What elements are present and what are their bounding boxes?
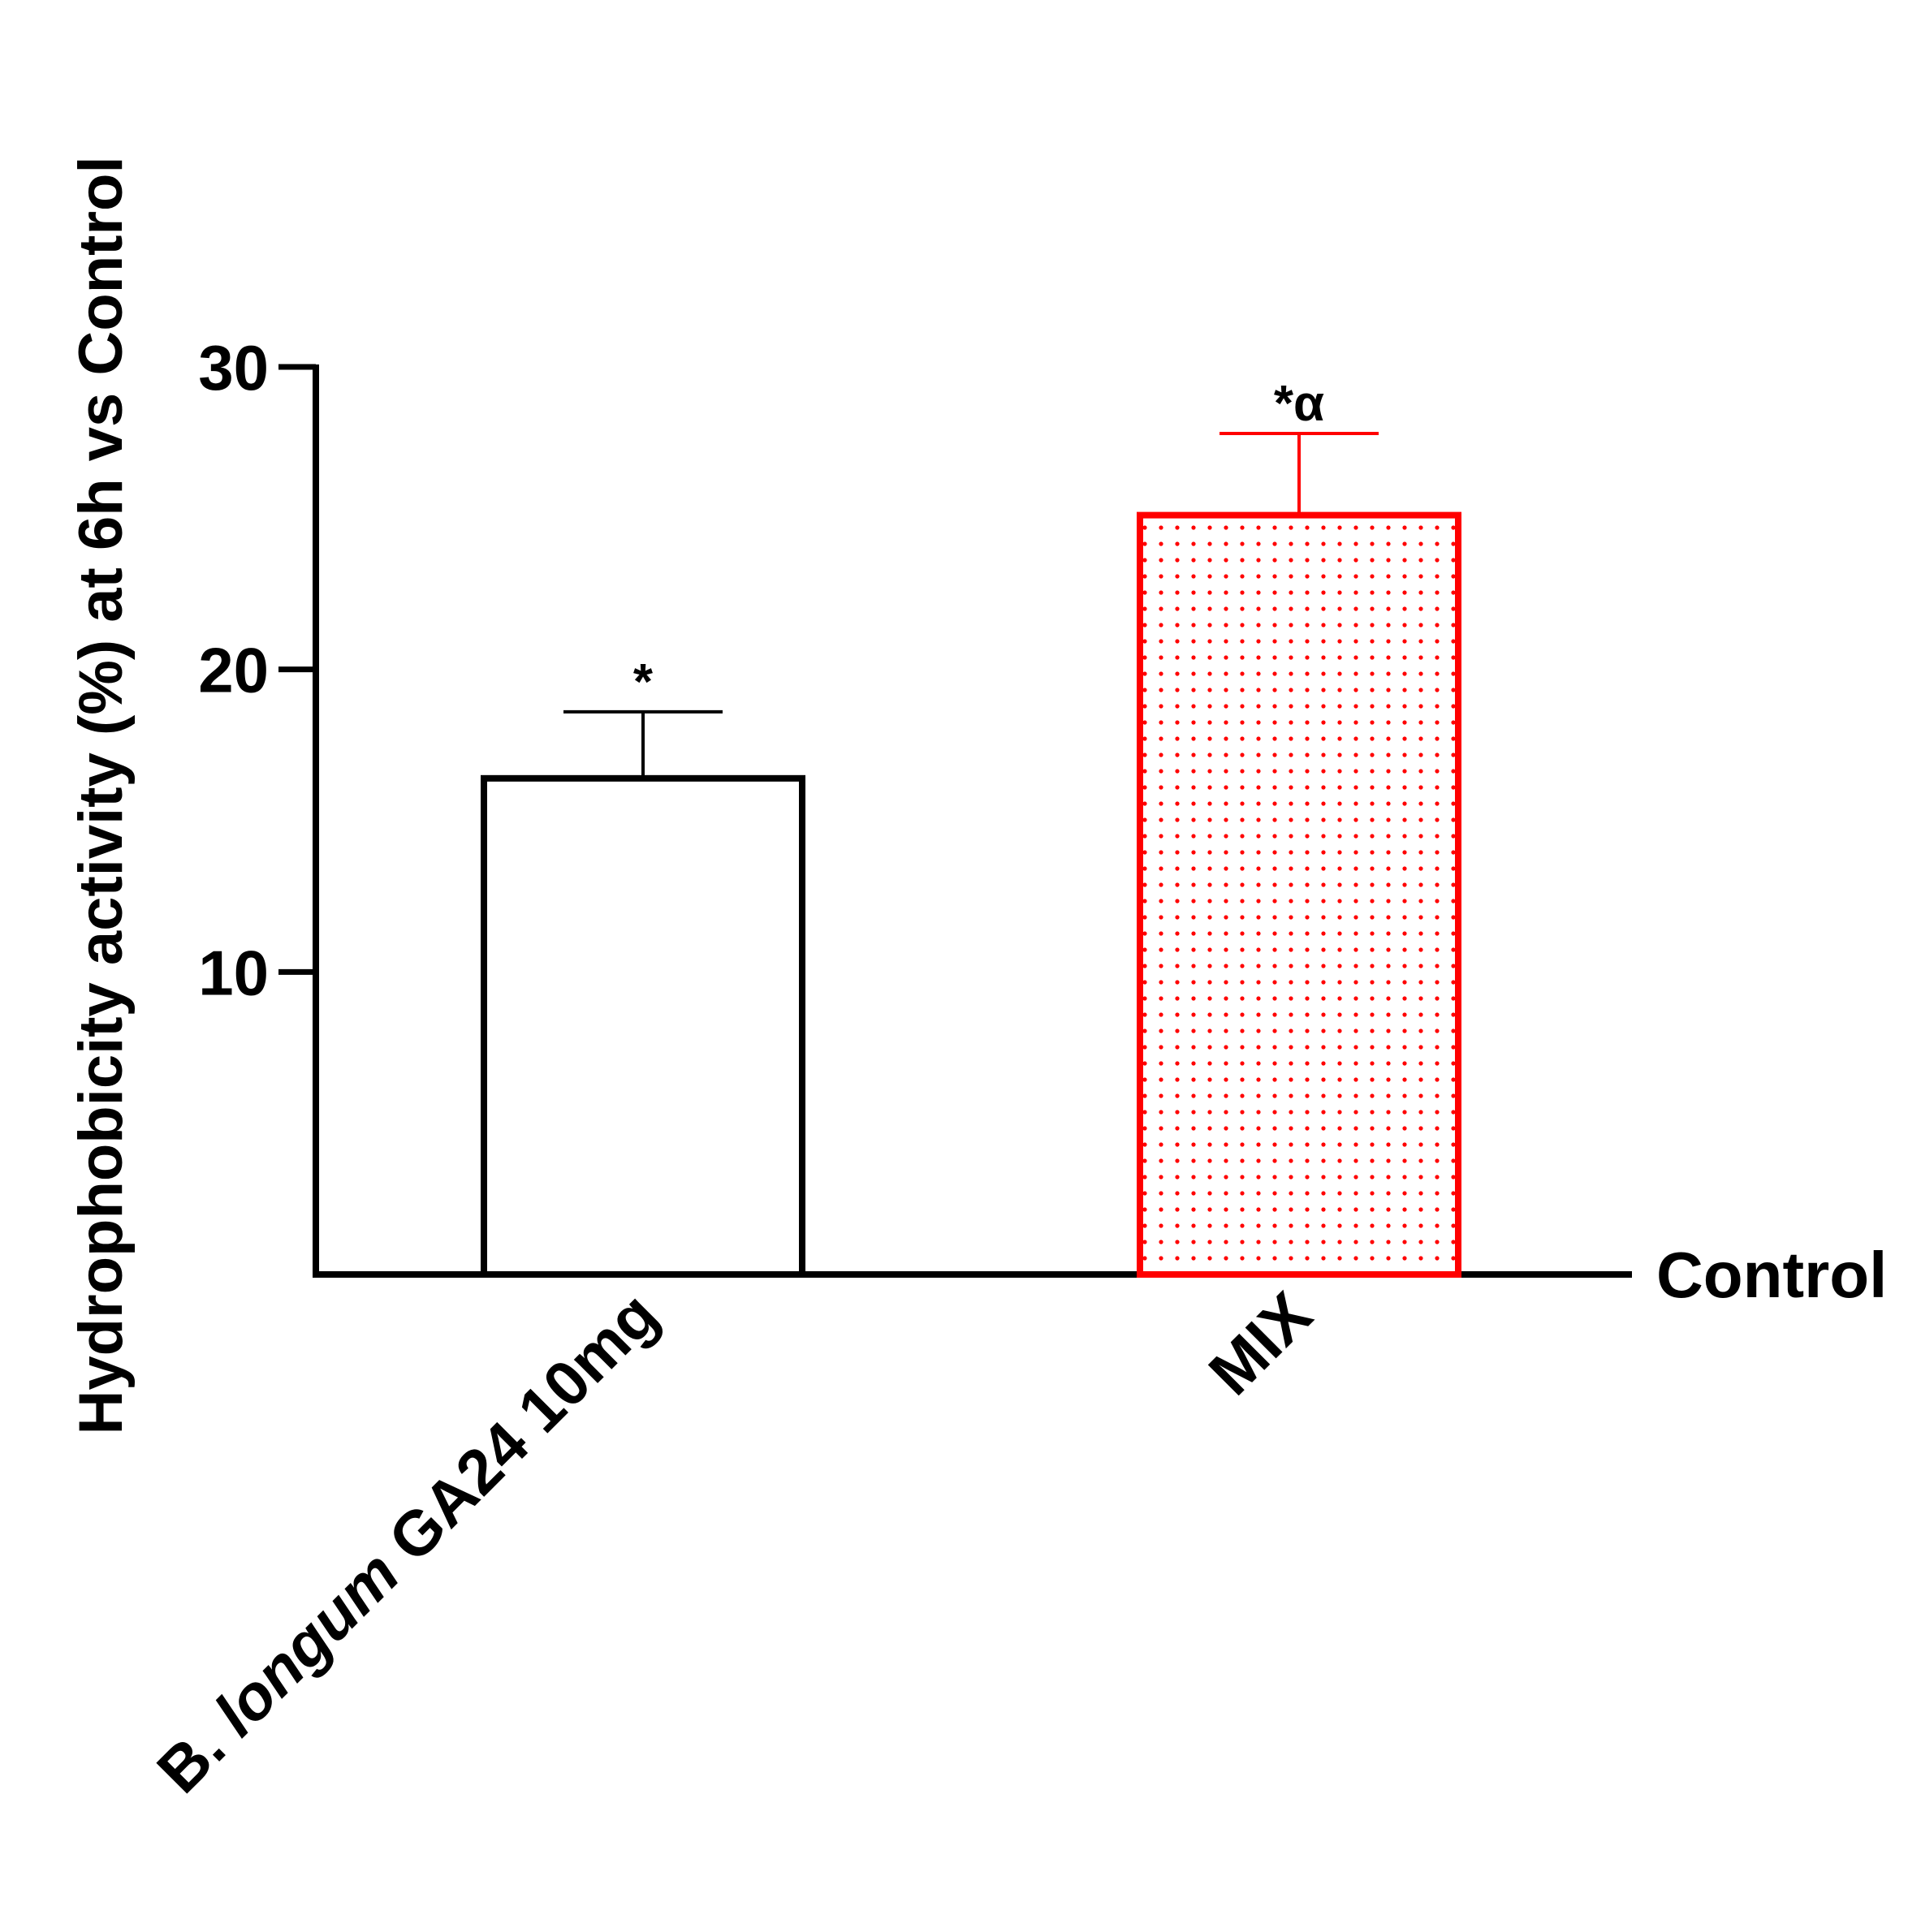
significance-annotation: * (633, 654, 654, 710)
x-category-label: B. longum GA24 10mg (143, 1279, 671, 1807)
y-tick-label: 10 (198, 937, 269, 1008)
bar (481, 774, 805, 1278)
baseline-label: Control (1656, 1239, 1887, 1311)
y-tick-label: 20 (198, 635, 269, 706)
bar (1137, 511, 1461, 1278)
y-axis-title: Hydrophobicity activity (%) at 6h vs Con… (67, 156, 136, 1434)
x-category-label-part: MIX (1195, 1279, 1325, 1408)
y-tick-label: 30 (198, 332, 269, 403)
significance-annotation: *α (1274, 376, 1324, 432)
bars-layer (481, 431, 1461, 1278)
text-layer: 10 20 30 * *α Control Hydrophobicity activity … (67, 156, 1887, 1806)
x-category-label: MIX (1195, 1279, 1325, 1408)
x-category-label-part: GA24 10mg (362, 1279, 671, 1588)
x-category-label-part: longum (201, 1537, 412, 1749)
